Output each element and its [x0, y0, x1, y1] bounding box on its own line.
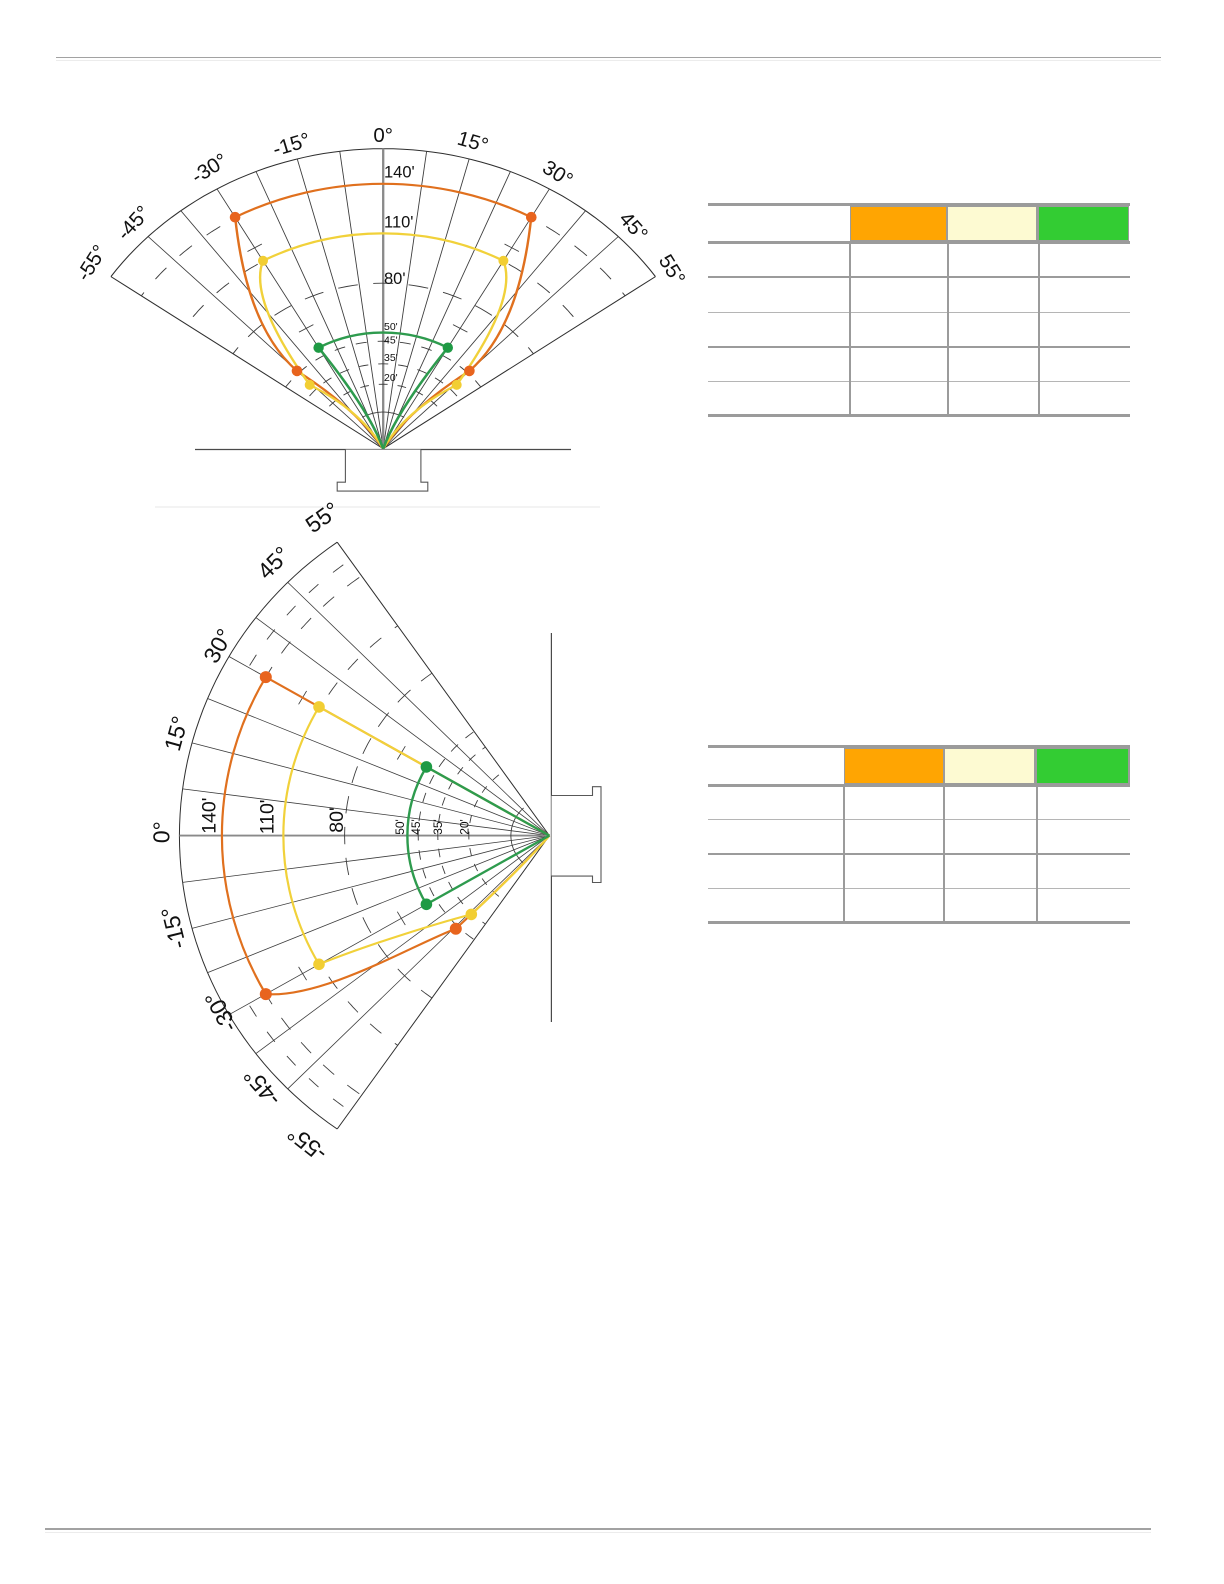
- svg-text:0°: 0°: [373, 124, 393, 147]
- svg-text:45°: 45°: [614, 207, 652, 245]
- svg-text:-45°: -45°: [238, 1063, 286, 1112]
- svg-text:50': 50': [393, 819, 407, 835]
- svg-text:80': 80': [384, 270, 406, 288]
- svg-text:35': 35': [431, 819, 445, 835]
- svg-text:55°: 55°: [654, 251, 690, 289]
- svg-text:80': 80': [326, 807, 348, 832]
- svg-text:45': 45': [409, 819, 423, 835]
- svg-text:30°: 30°: [198, 624, 238, 667]
- svg-text:20': 20': [457, 819, 471, 835]
- svg-text:-55°: -55°: [282, 1120, 331, 1167]
- svg-text:15°: 15°: [159, 713, 193, 753]
- svg-text:45': 45': [384, 335, 398, 347]
- svg-text:-15°: -15°: [270, 128, 313, 161]
- svg-text:-15°: -15°: [156, 904, 191, 951]
- svg-text:140': 140': [199, 798, 221, 834]
- svg-text:15°: 15°: [455, 127, 491, 158]
- svg-text:110': 110': [384, 214, 413, 232]
- svg-text:50': 50': [384, 321, 398, 333]
- svg-text:140': 140': [384, 164, 415, 182]
- svg-text:-45°: -45°: [112, 201, 154, 244]
- svg-text:110': 110': [257, 799, 279, 834]
- svg-text:55°: 55°: [301, 497, 344, 538]
- svg-text:0°: 0°: [148, 821, 174, 843]
- svg-text:20': 20': [384, 372, 398, 384]
- svg-text:-30°: -30°: [199, 987, 242, 1037]
- svg-text:35': 35': [384, 352, 398, 364]
- svg-text:-55°: -55°: [72, 241, 112, 285]
- svg-text:45°: 45°: [252, 541, 295, 584]
- svg-text:-30°: -30°: [187, 149, 231, 188]
